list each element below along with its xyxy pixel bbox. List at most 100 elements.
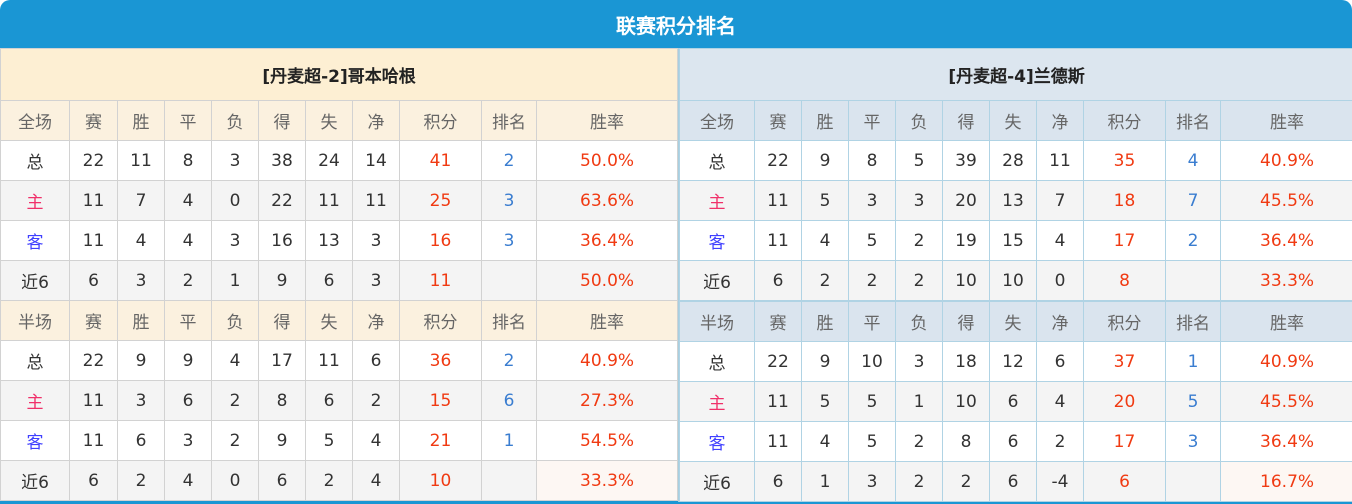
column-header-goals-against: 失 [989,100,1037,141]
cell-rank: 5 [1165,381,1221,422]
cell-won: 5 [801,180,849,221]
cell-won: 9 [801,341,849,382]
cell-played: 22 [69,340,118,381]
cell-points: 6 [1083,461,1166,502]
cell-won: 6 [117,420,165,461]
column-header-lost: 负 [211,300,259,341]
column-header-played: 赛 [754,100,802,141]
section-header-row: 半场赛胜平负得失净积分 排名 胜率 [0,300,679,341]
cell-label: 主 [679,381,755,422]
table-row: 客 11 4 5 2 8 6 2 17 3 36.4% [679,421,1352,462]
cell-win-rate: 50.0% [535,260,679,301]
cell-lost: 5 [895,140,943,181]
cell-lost: 2 [895,260,943,302]
cell-goal-diff: 11 [352,180,400,221]
cell-played: 11 [754,421,802,462]
section-header-row: 半场赛胜平负得失净积分 排名 胜率 [679,300,1352,342]
cell-rank: 3 [481,180,537,221]
cell-goal-diff: 6 [1036,341,1084,382]
cell-win-rate: 54.5% [535,420,679,461]
cell-goals-for: 6 [258,460,306,501]
cell-label: 主 [0,180,70,221]
column-header-rank: 排名 [1165,300,1221,342]
cell-drawn: 3 [164,420,212,461]
cell-win-rate: 40.9% [1219,140,1352,181]
cell-points: 25 [399,180,482,221]
cell-goals-for: 10 [942,381,990,422]
cell-lost: 2 [211,380,259,421]
cell-points: 8 [1083,260,1166,302]
cell-goals-for: 22 [258,180,306,221]
away-team-panel: [丹麦超-4]兰德斯 全场赛胜平负得失净积分 排名 胜率总 22 9 8 5 39 28 11 35 4… [678,48,1352,502]
column-header-goal-diff: 净 [1036,100,1084,141]
column-header-rank: 排名 [481,300,537,341]
column-header-points: 积分 [1083,100,1166,141]
column-header-played: 赛 [754,300,802,342]
cell-goals-against: 5 [305,420,353,461]
cell-goals-for: 17 [258,340,306,381]
cell-drawn: 8 [164,140,212,181]
cell-goals-against: 12 [989,341,1037,382]
cell-played: 22 [754,140,802,181]
cell-played: 6 [69,260,118,301]
table-row: 主 11 5 3 3 20 13 7 18 7 45.5% [679,180,1352,221]
section-header-row: 全场赛胜平负得失净积分 排名 胜率 [679,100,1352,141]
cell-won: 3 [117,260,165,301]
team-name[interactable]: [丹麦超-4]兰德斯 [678,48,1352,101]
cell-label: 主 [679,180,755,221]
section-label: 全场 [0,100,70,141]
cell-points: 20 [1083,381,1166,422]
section-header-row: 全场赛胜平负得失净积分 排名 胜率 [0,100,679,141]
cell-rank: 2 [481,340,537,381]
column-header-points: 积分 [399,100,482,141]
cell-played: 11 [69,180,118,221]
cell-goal-diff: 7 [1036,180,1084,221]
cell-goals-against: 6 [305,380,353,421]
column-header-goals-for: 得 [942,300,990,342]
cell-win-rate: 27.3% [535,380,679,421]
cell-lost: 2 [211,420,259,461]
section-label: 半场 [679,300,755,342]
cell-drawn: 4 [164,460,212,501]
table-row: 总 22 11 8 3 38 24 14 41 2 50.0% [0,140,679,181]
cell-rank [1165,461,1221,502]
cell-drawn: 5 [848,421,896,462]
column-header-goals-against: 失 [989,300,1037,342]
cell-win-rate: 45.5% [1219,381,1352,422]
cell-win-rate: 40.9% [1219,341,1352,382]
table-row: 客 11 4 4 3 16 13 3 16 3 36.4% [0,220,679,261]
cell-points: 17 [1083,220,1166,261]
column-header-points: 积分 [399,300,482,341]
cell-goal-diff: 2 [352,380,400,421]
cell-goals-for: 38 [258,140,306,181]
column-header-goals-for: 得 [258,100,306,141]
cell-win-rate: 36.4% [1219,421,1352,462]
column-header-goal-diff: 净 [352,300,400,341]
cell-goals-against: 6 [989,381,1037,422]
cell-rank: 3 [1165,421,1221,462]
cell-goals-for: 9 [258,260,306,301]
cell-points: 15 [399,380,482,421]
cell-lost: 4 [211,340,259,381]
cell-lost: 1 [895,381,943,422]
cell-goals-for: 2 [942,461,990,502]
cell-won: 1 [801,461,849,502]
cell-lost: 1 [211,260,259,301]
cell-label: 主 [0,380,70,421]
cell-label: 近6 [0,460,70,501]
cell-goal-diff: 3 [352,260,400,301]
cell-lost: 0 [211,460,259,501]
cell-goals-against: 2 [305,460,353,501]
cell-goals-for: 10 [942,260,990,302]
cell-win-rate: 16.7% [1219,461,1352,502]
cell-rank [481,260,537,301]
cell-played: 11 [754,381,802,422]
team-name[interactable]: [丹麦超-2]哥本哈根 [0,48,679,101]
cell-won: 9 [117,340,165,381]
cell-points: 11 [399,260,482,301]
cell-goal-diff: 4 [352,460,400,501]
cell-played: 11 [69,420,118,461]
cell-won: 2 [117,460,165,501]
cell-drawn: 2 [164,260,212,301]
